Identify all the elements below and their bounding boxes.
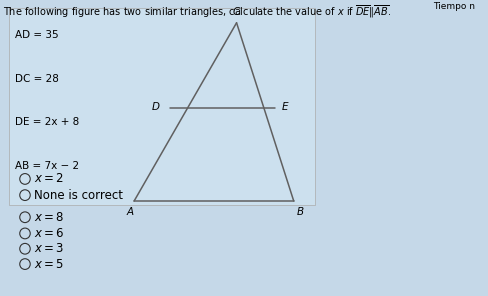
Text: $x = 6$: $x = 6$ <box>34 227 65 240</box>
Text: $x = 8$: $x = 8$ <box>34 211 64 224</box>
Text: Tiempo n: Tiempo n <box>432 2 474 11</box>
Text: C: C <box>232 7 240 17</box>
Text: None is correct: None is correct <box>34 189 123 202</box>
Text: $x = 3$: $x = 3$ <box>34 242 64 255</box>
Text: $x = 2$: $x = 2$ <box>34 173 64 185</box>
Text: E: E <box>281 102 287 112</box>
FancyBboxPatch shape <box>9 8 315 205</box>
Text: AD = 35: AD = 35 <box>15 30 59 40</box>
Text: DE = 2x + 8: DE = 2x + 8 <box>15 117 79 127</box>
Text: D: D <box>151 102 159 112</box>
Text: DC = 28: DC = 28 <box>15 74 59 84</box>
Text: The following figure has two similar triangles, calculate the value of $x$ if $\: The following figure has two similar tri… <box>3 4 390 20</box>
Text: A: A <box>126 207 133 217</box>
Text: $x = 5$: $x = 5$ <box>34 258 64 271</box>
Text: B: B <box>296 207 304 217</box>
Text: AB = 7x − 2: AB = 7x − 2 <box>15 161 79 171</box>
